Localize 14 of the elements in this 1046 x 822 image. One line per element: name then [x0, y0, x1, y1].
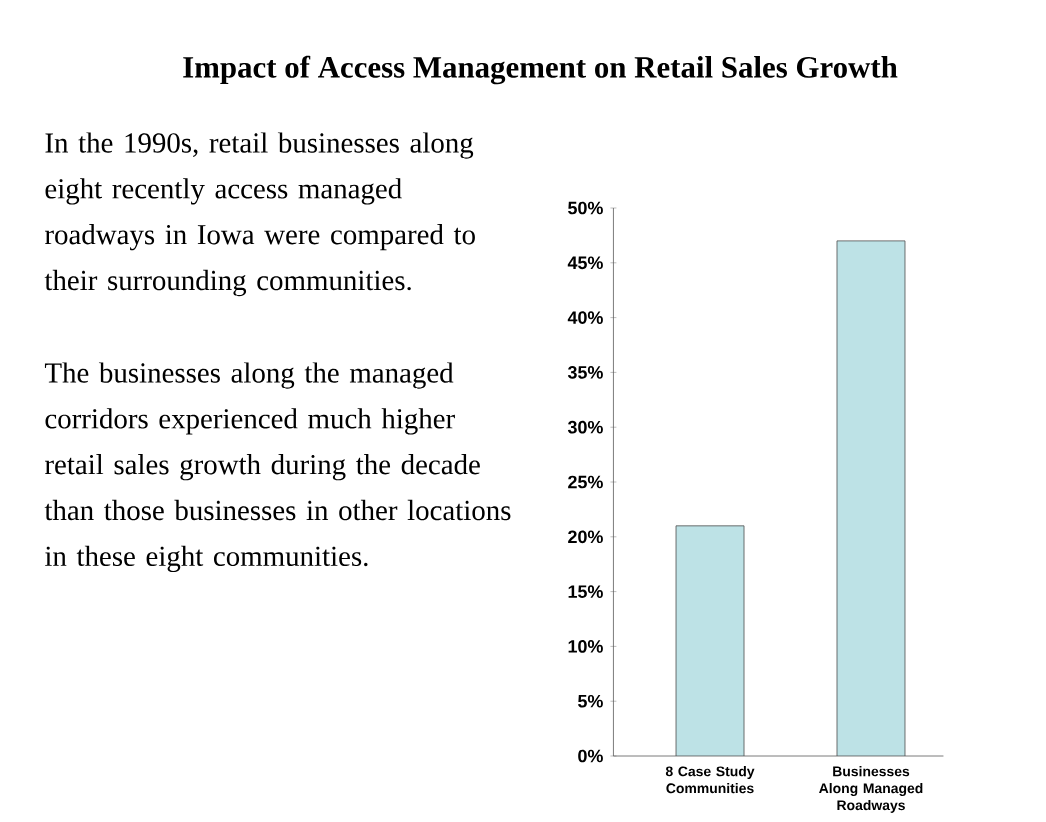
chart-title: Impact of Access Management on Retail Sales Growth	[183, 55, 898, 85]
y-tick-label: 5%	[578, 694, 603, 708]
y-tick-label: 50%	[568, 201, 603, 215]
y-tick-label: 45%	[567, 256, 603, 270]
text: The businesses along the managed corridors experienced much higher retail sales growth during the decade than those businesses in other locations in these eight communities.	[44, 362, 511, 573]
y-tick-label: 40%	[567, 311, 603, 324]
text: In the 1990s, retail businesses along eight recently access managed roadways in Iowa were compared to their surrounding communities.	[44, 132, 475, 297]
y-tick-label: 15%	[568, 585, 603, 598]
y-tick-label: 10%	[568, 640, 603, 653]
y-tick-label: 35%	[567, 366, 603, 379]
y-tick-label: 25%	[568, 475, 603, 489]
y-tick-label: 20%	[568, 530, 603, 544]
y-tick-label: 0%	[578, 749, 603, 763]
y-tick-label: 30%	[567, 420, 603, 434]
